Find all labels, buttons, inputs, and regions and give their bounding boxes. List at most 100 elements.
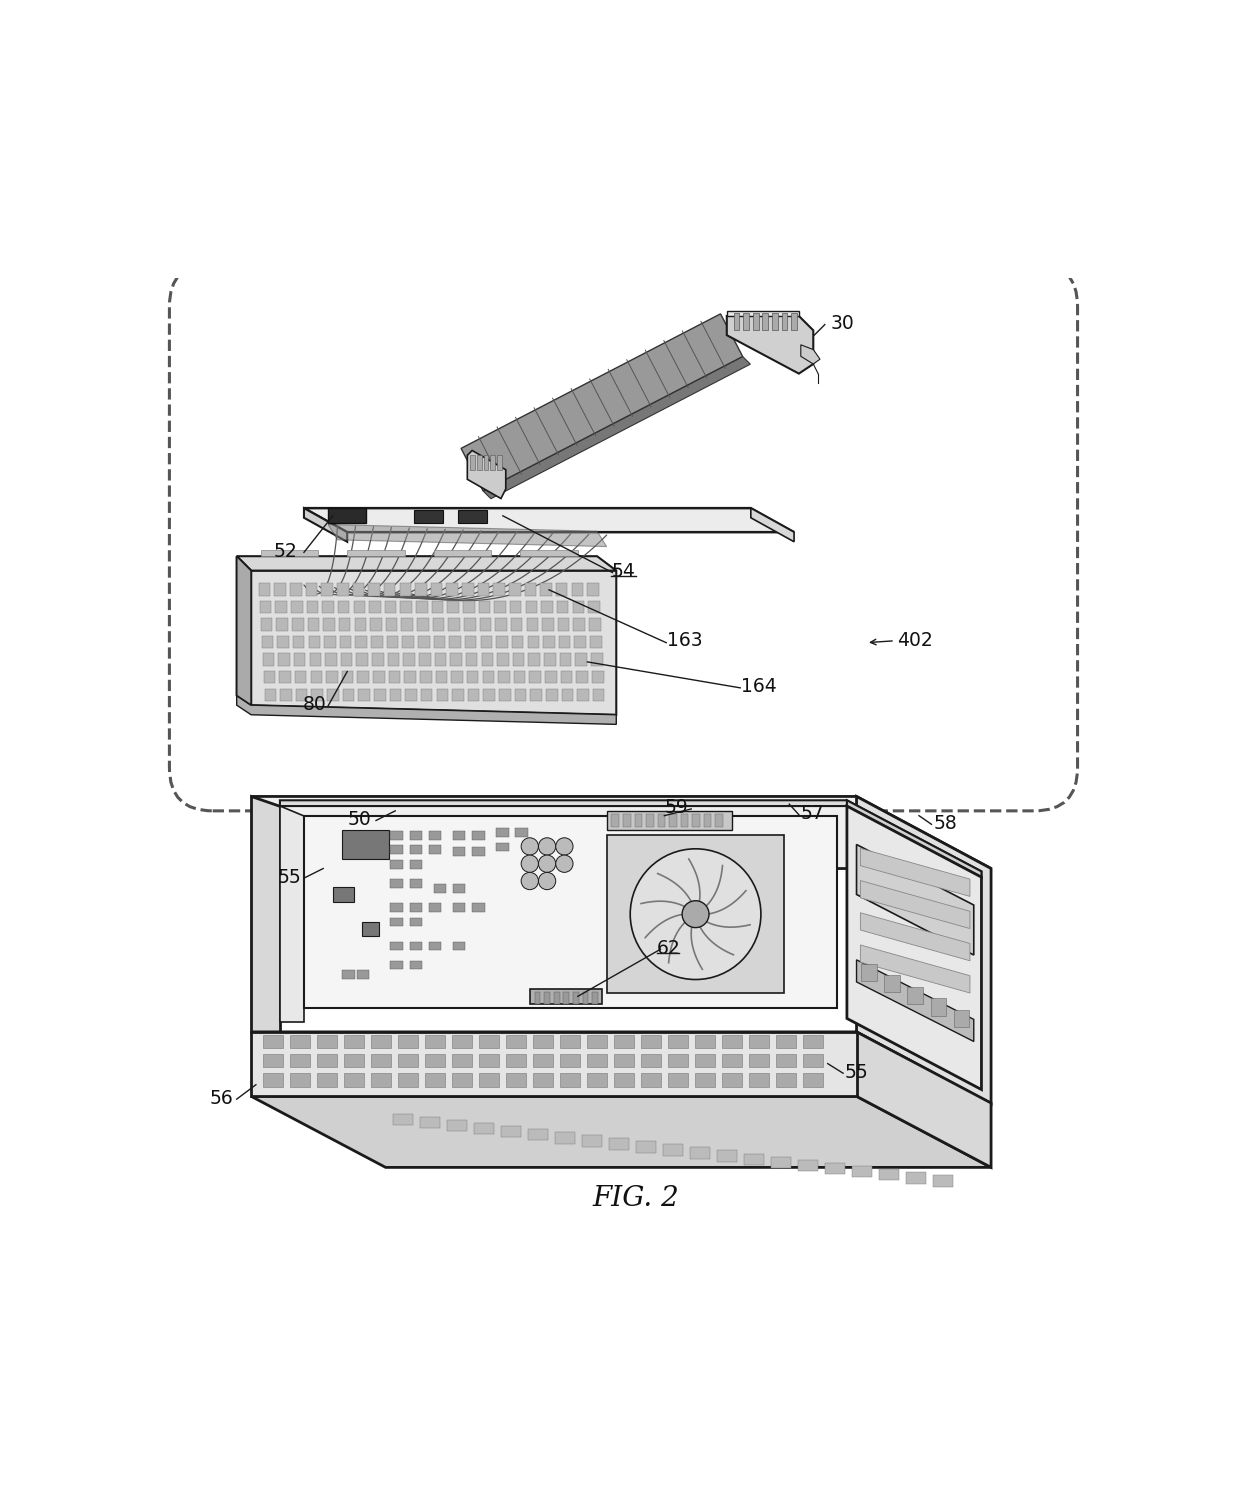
Polygon shape <box>583 1135 601 1147</box>
Polygon shape <box>321 582 332 596</box>
Polygon shape <box>403 636 414 648</box>
Bar <box>263 1054 283 1067</box>
Polygon shape <box>591 653 603 666</box>
Bar <box>776 1054 796 1067</box>
Polygon shape <box>388 653 399 666</box>
Text: 50: 50 <box>347 811 371 829</box>
Polygon shape <box>453 689 464 701</box>
Polygon shape <box>304 815 837 1007</box>
Bar <box>563 992 569 1004</box>
Bar <box>453 884 465 893</box>
Bar <box>424 1054 445 1067</box>
Bar <box>776 1073 796 1087</box>
Polygon shape <box>419 653 430 666</box>
Polygon shape <box>274 582 286 596</box>
Polygon shape <box>293 636 305 648</box>
Polygon shape <box>521 551 578 557</box>
Polygon shape <box>389 689 402 701</box>
Bar <box>614 1034 634 1048</box>
Polygon shape <box>259 600 272 614</box>
Polygon shape <box>606 811 732 830</box>
Polygon shape <box>250 797 991 869</box>
Bar <box>409 904 422 911</box>
Bar <box>749 1034 769 1048</box>
Polygon shape <box>393 1114 413 1126</box>
Polygon shape <box>342 671 353 683</box>
Bar <box>453 832 465 839</box>
Bar <box>802 1073 823 1087</box>
Polygon shape <box>490 455 495 470</box>
Polygon shape <box>884 976 900 992</box>
Polygon shape <box>387 636 398 648</box>
Bar <box>409 917 422 926</box>
Circle shape <box>538 872 556 890</box>
Polygon shape <box>263 653 274 666</box>
Polygon shape <box>847 806 982 1090</box>
Polygon shape <box>304 509 794 533</box>
Polygon shape <box>743 314 749 330</box>
Bar <box>391 832 403 839</box>
Bar <box>263 1034 283 1048</box>
Bar <box>479 1054 498 1067</box>
Polygon shape <box>574 636 587 648</box>
Polygon shape <box>791 314 797 330</box>
Bar <box>472 904 485 911</box>
Text: 55: 55 <box>844 1063 869 1082</box>
Bar <box>667 1054 688 1067</box>
Polygon shape <box>508 582 521 596</box>
Polygon shape <box>497 455 502 470</box>
Bar <box>533 1073 553 1087</box>
Polygon shape <box>417 600 428 614</box>
Polygon shape <box>773 314 777 330</box>
Polygon shape <box>495 600 506 614</box>
Polygon shape <box>340 636 351 648</box>
Polygon shape <box>311 689 322 701</box>
Circle shape <box>538 856 556 872</box>
Polygon shape <box>727 311 799 315</box>
Bar <box>802 1054 823 1067</box>
Polygon shape <box>799 1160 817 1171</box>
Polygon shape <box>260 618 273 630</box>
Polygon shape <box>525 582 536 596</box>
Bar <box>646 814 653 827</box>
Bar <box>343 1073 363 1087</box>
Bar <box>342 830 388 859</box>
Polygon shape <box>526 600 537 614</box>
Text: 57: 57 <box>801 805 825 823</box>
Polygon shape <box>557 600 568 614</box>
Bar <box>409 845 422 854</box>
Bar <box>606 835 785 994</box>
Polygon shape <box>511 618 522 630</box>
Bar <box>534 992 541 1004</box>
Polygon shape <box>512 636 523 648</box>
Polygon shape <box>528 1129 548 1141</box>
Polygon shape <box>908 986 923 1004</box>
Polygon shape <box>401 600 412 614</box>
Polygon shape <box>879 1169 899 1180</box>
Polygon shape <box>371 618 382 630</box>
Polygon shape <box>278 636 289 648</box>
Polygon shape <box>308 618 319 630</box>
Polygon shape <box>309 636 320 648</box>
Polygon shape <box>484 357 750 498</box>
Polygon shape <box>368 582 379 596</box>
Polygon shape <box>420 1117 439 1129</box>
Polygon shape <box>280 689 291 701</box>
Polygon shape <box>528 653 539 666</box>
Polygon shape <box>467 450 506 498</box>
Polygon shape <box>801 345 820 365</box>
Polygon shape <box>467 689 480 701</box>
Polygon shape <box>250 797 280 1031</box>
Polygon shape <box>609 1138 629 1150</box>
Bar <box>472 832 485 839</box>
Text: 30: 30 <box>831 314 854 333</box>
Polygon shape <box>435 653 446 666</box>
Polygon shape <box>420 689 433 701</box>
Polygon shape <box>237 695 616 725</box>
Polygon shape <box>691 1147 709 1159</box>
Bar <box>391 961 403 970</box>
Polygon shape <box>781 314 787 330</box>
Bar <box>749 1073 769 1087</box>
Polygon shape <box>463 600 475 614</box>
Polygon shape <box>458 510 486 522</box>
